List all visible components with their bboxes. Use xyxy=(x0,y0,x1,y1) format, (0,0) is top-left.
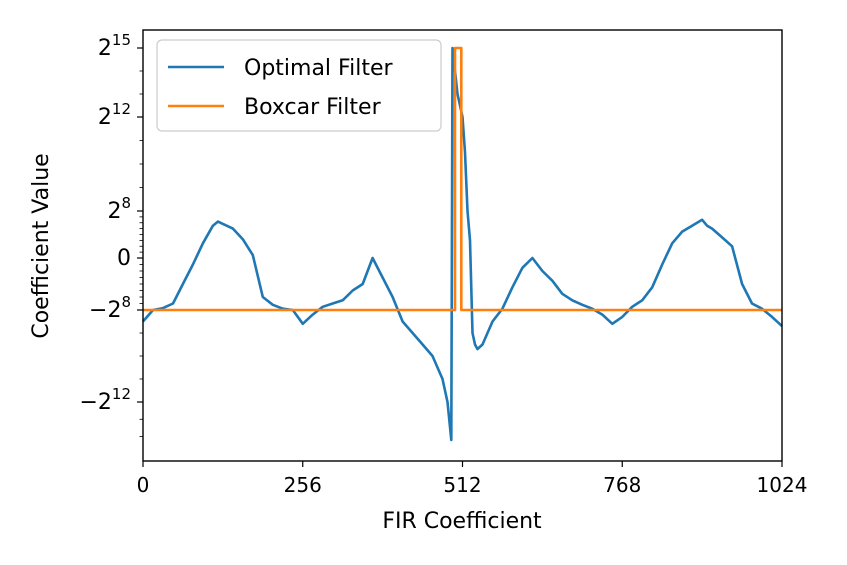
y-axis: 215 212 28 0 −28 −212 xyxy=(79,31,143,437)
y-tick-label: 212 xyxy=(98,100,131,130)
y-axis-label: Coefficient Value xyxy=(29,153,54,338)
x-tick-label: 1024 xyxy=(757,473,808,497)
legend-label-boxcar: Boxcar Filter xyxy=(244,95,382,120)
legend-label-optimal: Optimal Filter xyxy=(244,56,393,81)
x-tick-label: 512 xyxy=(443,473,481,497)
x-axis: 0 256 512 768 1024 xyxy=(137,461,808,497)
y-tick-label: 28 xyxy=(107,194,131,224)
x-tick-label: 256 xyxy=(284,473,322,497)
series-line-boxcar-filter xyxy=(143,46,782,312)
legend-frame xyxy=(156,39,442,132)
y-tick-label: 215 xyxy=(98,31,131,61)
legend: Optimal Filter Boxcar Filter xyxy=(156,39,442,132)
y-tick-label: −212 xyxy=(79,385,131,415)
x-tick-label: 768 xyxy=(603,473,641,497)
y-tick-label: −28 xyxy=(89,293,131,323)
series-layer xyxy=(142,46,783,442)
x-tick-label: 0 xyxy=(137,473,150,497)
y-tick-label: 0 xyxy=(117,246,131,271)
x-axis-label: FIR Coefficient xyxy=(382,509,542,534)
